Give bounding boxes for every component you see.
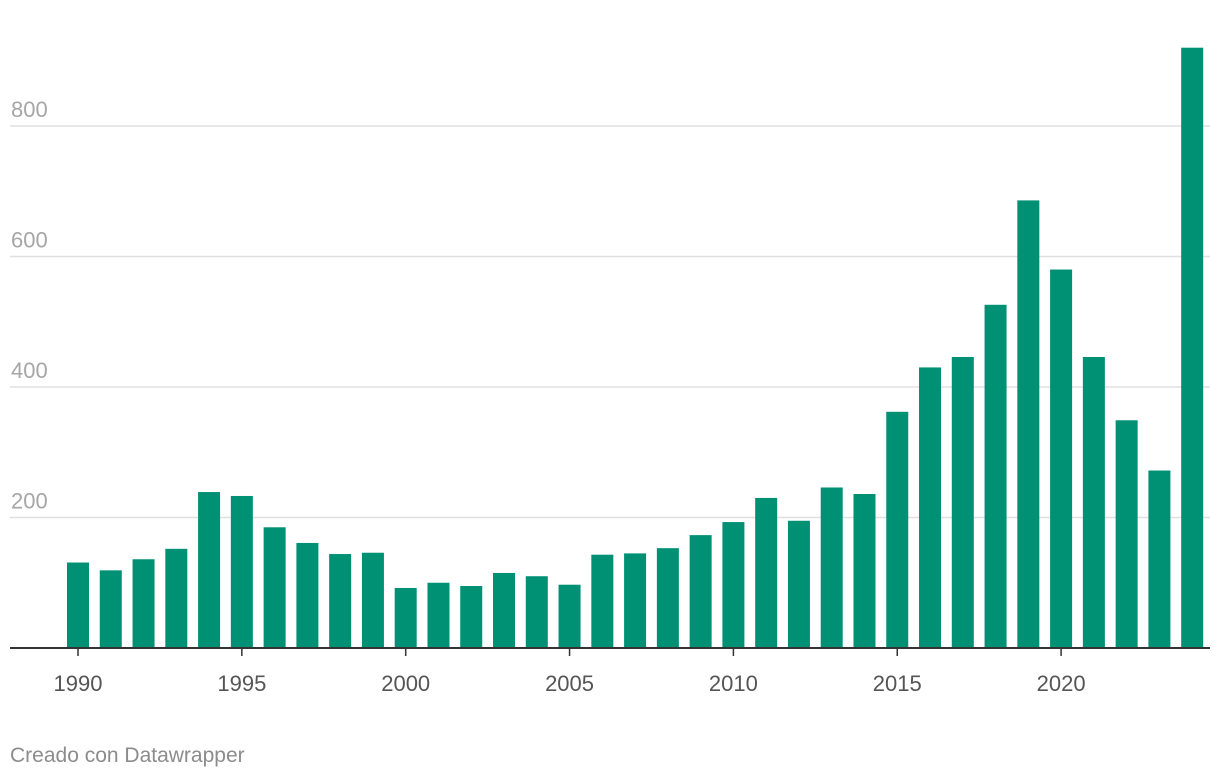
bar-2006 <box>591 554 614 648</box>
bar-2009 <box>689 535 712 648</box>
bar-2003 <box>493 572 516 648</box>
bar-1992 <box>132 559 155 648</box>
x-tick-label-1990: 1990 <box>54 671 103 696</box>
bar-chart: 200 400 600 800 1990 1995 2000 2005 2010 2015 2020 <box>10 47 1210 696</box>
bar-1998 <box>329 554 352 648</box>
bar-2021 <box>1082 356 1105 648</box>
x-tick-label-2000: 2000 <box>381 671 430 696</box>
bar-2018 <box>984 304 1007 648</box>
bar-2017 <box>951 356 974 648</box>
x-tick-label-2015: 2015 <box>873 671 922 696</box>
bar-2020 <box>1050 269 1073 648</box>
bar-2015 <box>886 411 909 648</box>
bar-2011 <box>755 497 778 648</box>
y-tick-label-200: 200 <box>11 489 48 514</box>
bar-1997 <box>296 542 319 648</box>
bar-2023 <box>1148 470 1171 648</box>
bar-2024 <box>1181 47 1204 648</box>
bar-2001 <box>427 582 450 648</box>
x-tick-label-2010: 2010 <box>709 671 758 696</box>
bar-1999 <box>361 552 384 648</box>
bars <box>67 47 1204 648</box>
gridlines <box>10 125 1210 519</box>
y-tick-label-400: 400 <box>11 358 48 383</box>
bar-1993 <box>165 548 188 648</box>
bar-2019 <box>1017 200 1040 648</box>
bar-1994 <box>198 492 221 648</box>
bar-2008 <box>656 548 679 648</box>
bar-2004 <box>525 576 548 648</box>
x-tick-label-1995: 1995 <box>217 671 266 696</box>
bar-2014 <box>853 494 876 648</box>
bar-2005 <box>558 584 581 648</box>
tick-labels: 200 400 600 800 1990 1995 2000 2005 2010 2015 2020 <box>11 97 1086 696</box>
bar-1996 <box>263 527 286 648</box>
bar-2010 <box>722 522 745 648</box>
bar-2007 <box>624 553 647 648</box>
bar-2022 <box>1115 420 1138 648</box>
chart-credit: Creado con Datawrapper <box>10 744 245 767</box>
bar-2002 <box>460 586 483 648</box>
y-tick-label-800: 800 <box>11 97 48 122</box>
bar-2016 <box>919 367 942 648</box>
bar-1990 <box>67 562 89 648</box>
bar-2000 <box>394 587 417 648</box>
bar-1995 <box>230 495 253 648</box>
bar-2013 <box>820 487 843 648</box>
x-tick-label-2020: 2020 <box>1037 671 1086 696</box>
bar-1991 <box>99 570 122 648</box>
y-tick-label-600: 600 <box>11 228 48 253</box>
bar-2012 <box>787 520 810 648</box>
x-tick-label-2005: 2005 <box>545 671 594 696</box>
x-axis <box>10 647 1210 656</box>
